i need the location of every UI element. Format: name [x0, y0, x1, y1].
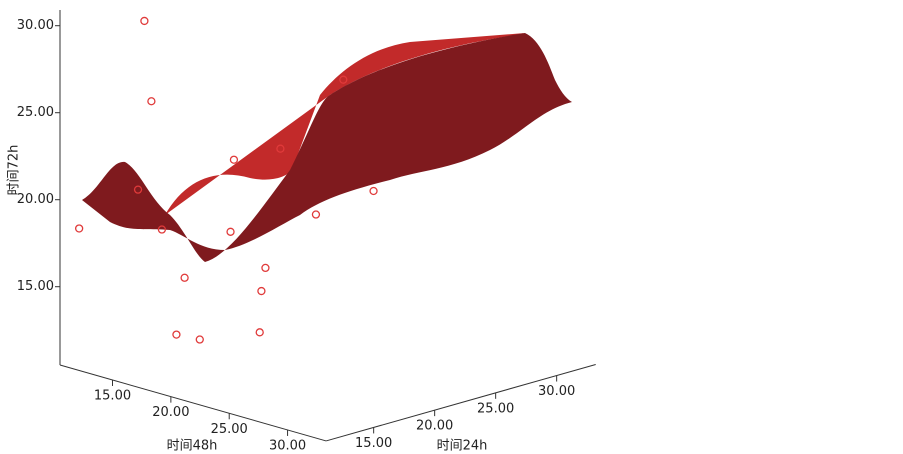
z-tick-label: 30.00: [17, 18, 54, 33]
point: [339, 75, 348, 84]
point: [74, 224, 84, 233]
point: [276, 144, 285, 153]
point: [157, 225, 167, 234]
y-tick-label: 30.00: [269, 438, 306, 453]
point: [172, 330, 181, 339]
y-tick-label: 25.00: [211, 422, 248, 437]
surface-front: [82, 33, 572, 262]
point: [226, 227, 235, 236]
point: [195, 335, 204, 344]
y-axis-title: 时间48h: [167, 439, 218, 454]
y-tick-label: 20.00: [152, 405, 189, 420]
x-tick-label: 15.00: [355, 436, 392, 451]
z-tick-label: 20.00: [17, 192, 54, 207]
point: [133, 185, 143, 194]
x-tick-label: 25.00: [477, 401, 514, 416]
fitted-surface: [82, 33, 572, 262]
y-axis: [59, 364, 327, 442]
x-axis: [325, 363, 596, 442]
point: [229, 155, 239, 164]
z-tick-label: 15.00: [17, 279, 54, 294]
y-tick-label: 15.00: [94, 388, 131, 403]
point: [311, 210, 321, 219]
point: [147, 97, 156, 106]
point: [255, 328, 264, 337]
z-tick-label: 25.00: [17, 105, 54, 120]
surface-back: [165, 33, 525, 215]
x-tick-label: 20.00: [416, 419, 453, 434]
point: [257, 286, 266, 296]
point: [369, 186, 378, 196]
point: [261, 263, 270, 273]
z-axis-title: 时间72h: [7, 145, 22, 196]
x-axis-title: 时间24h: [437, 439, 488, 454]
point: [140, 16, 149, 26]
point: [180, 273, 189, 282]
x-tick-label: 30.00: [538, 384, 575, 399]
